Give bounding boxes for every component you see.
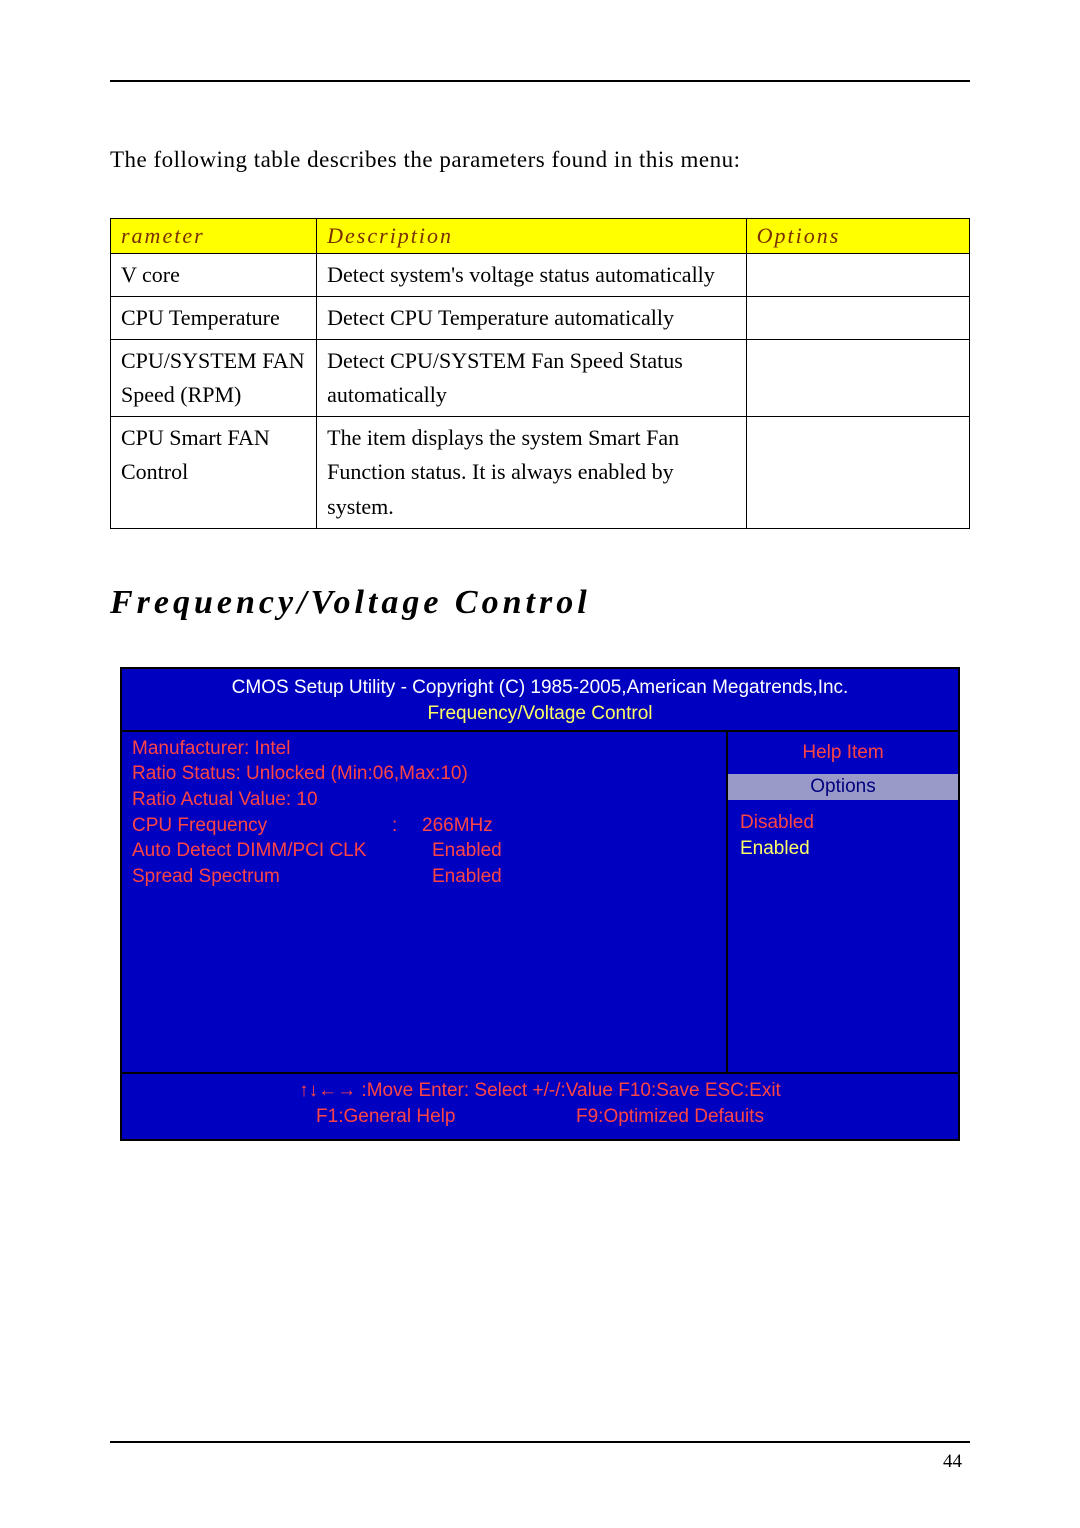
- options-body: Disabled Enabled: [728, 800, 958, 1072]
- cell-param: V core: [111, 254, 317, 297]
- page: The following table describes the parame…: [0, 0, 1080, 1528]
- cell-desc: Detect CPU Temperature automatically: [317, 297, 747, 340]
- bios-setting-value: Enabled: [432, 838, 502, 864]
- table-header-row: rameter Description Options: [111, 219, 970, 254]
- cell-param: CPU Temperature: [111, 297, 317, 340]
- footer-f1: F1:General Help: [316, 1106, 455, 1127]
- header-options: Options: [746, 219, 969, 254]
- table-row: CPU/SYSTEM FAN Speed (RPM) Detect CPU/SY…: [111, 340, 970, 417]
- cell-param: CPU Smart FAN Control: [111, 417, 317, 528]
- table-row: V core Detect system's voltage status au…: [111, 254, 970, 297]
- bios-footer-line2: F1:General Help F9:Optimized Defauits: [122, 1104, 958, 1131]
- cell-param: CPU/SYSTEM FAN Speed (RPM): [111, 340, 317, 417]
- bios-line: Ratio Status: Unlocked (Min:06,Max:10): [132, 761, 716, 787]
- bios-setting-value: 266MHz: [422, 813, 493, 839]
- bios-setting-label: Auto Detect DIMM/PCI CLK: [132, 838, 432, 864]
- section-title: Frequency/Voltage Control: [110, 584, 970, 622]
- bios-header: CMOS Setup Utility - Copyright (C) 1985-…: [122, 669, 958, 732]
- cell-desc: Detect system's voltage status automatic…: [317, 254, 747, 297]
- bios-setting-value: Enabled: [432, 864, 502, 890]
- option-enabled[interactable]: Enabled: [740, 836, 946, 863]
- intro-text: The following table describes the parame…: [110, 147, 970, 173]
- bios-setting-label: CPU Frequency: [132, 813, 392, 839]
- bottom-rule: [110, 1441, 970, 1443]
- cell-opt: [746, 254, 969, 297]
- options-header: Options: [728, 774, 958, 800]
- table-row: CPU Temperature Detect CPU Temperature a…: [111, 297, 970, 340]
- help-item-label: Help Item: [728, 732, 958, 774]
- option-disabled[interactable]: Disabled: [740, 810, 946, 837]
- table-row: CPU Smart FAN Control The item displays …: [111, 417, 970, 528]
- cell-opt: [746, 417, 969, 528]
- cell-desc: Detect CPU/SYSTEM Fan Speed Status autom…: [317, 340, 747, 417]
- footer-f9: F9:Optimized Defauits: [576, 1106, 764, 1127]
- bios-left-panel: Manufacturer: Intel Ratio Status: Unlock…: [122, 732, 726, 1072]
- cell-desc: The item displays the system Smart Fan F…: [317, 417, 747, 528]
- page-number: 44: [943, 1451, 962, 1473]
- bios-line: Manufacturer: Intel: [132, 736, 716, 762]
- cell-opt: [746, 340, 969, 417]
- bios-body: Manufacturer: Intel Ratio Status: Unlock…: [122, 732, 958, 1072]
- bios-setting-row[interactable]: CPU Frequency : 266MHz: [132, 813, 716, 839]
- bios-setting-label: Spread Spectrum: [132, 864, 432, 890]
- top-rule: [110, 80, 970, 82]
- bios-setting-row[interactable]: Auto Detect DIMM/PCI CLK Enabled: [132, 838, 716, 864]
- bios-right-panel: Help Item Options Disabled Enabled: [726, 732, 958, 1072]
- cell-opt: [746, 297, 969, 340]
- bios-footer: ↑↓←→ :Move Enter: Select +/-/:Value F10:…: [122, 1072, 958, 1139]
- header-parameter: rameter: [111, 219, 317, 254]
- header-description: Description: [317, 219, 747, 254]
- bios-setting-row[interactable]: Spread Spectrum Enabled: [132, 864, 716, 890]
- bios-line: Ratio Actual Value: 10: [132, 787, 716, 813]
- bios-screenshot: CMOS Setup Utility - Copyright (C) 1985-…: [120, 667, 960, 1141]
- param-table: rameter Description Options V core Detec…: [110, 218, 970, 529]
- colon: :: [392, 813, 422, 839]
- bios-header-line2: Frequency/Voltage Control: [122, 701, 958, 728]
- bios-header-line1: CMOS Setup Utility - Copyright (C) 1985-…: [122, 675, 958, 702]
- bios-footer-line1: ↑↓←→ :Move Enter: Select +/-/:Value F10:…: [122, 1078, 958, 1105]
